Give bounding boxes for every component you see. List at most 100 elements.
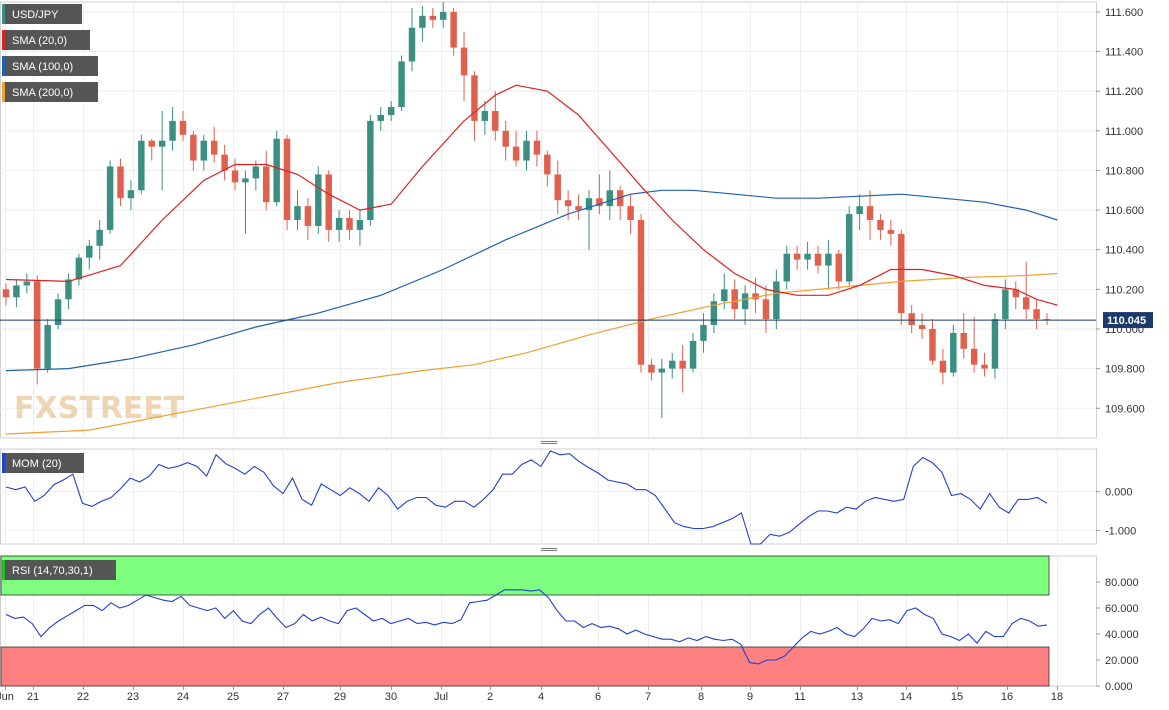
candle-body-49 — [512, 146, 520, 161]
x-tick-label-20: 16 — [1001, 691, 1013, 703]
candle-body-58 — [606, 190, 614, 207]
candle-body-47 — [492, 111, 499, 131]
panel-splitter-1-b — [541, 550, 557, 551]
candle-body-34 — [356, 220, 364, 230]
candle-body-37 — [387, 107, 395, 115]
candle-body-5 — [54, 299, 62, 326]
x-tick-label-16: 11 — [794, 691, 805, 703]
panel-splitter-1 — [541, 548, 557, 549]
candle-body-81 — [845, 214, 853, 282]
candle-body-70 — [731, 289, 738, 310]
candle-body-93 — [970, 348, 978, 365]
candle-body-65 — [679, 360, 686, 369]
candle-body-2 — [23, 281, 31, 286]
candle-body-14 — [148, 140, 155, 147]
candle-body-66 — [689, 340, 697, 369]
legend-swatch-2 — [2, 56, 5, 76]
rsi-legend-swatch — [2, 560, 5, 580]
candle-body-19 — [200, 140, 208, 161]
candle-body-90 — [939, 360, 947, 373]
legend-box-0 — [2, 4, 82, 24]
x-tick-label-1: 21 — [27, 691, 39, 703]
candle-body-6 — [65, 279, 72, 300]
price-y-tick-label-9: 109.800 — [1105, 364, 1145, 376]
candle-body-96 — [1002, 289, 1009, 320]
candle-body-57 — [596, 198, 603, 207]
candle-body-24 — [252, 166, 260, 179]
candle-body-35 — [367, 120, 374, 220]
candle-body-48 — [502, 130, 509, 147]
candle-body-91 — [950, 332, 957, 373]
candle-body-18 — [190, 134, 197, 161]
rsi-y-tick-label-2: 40.000 — [1105, 629, 1139, 641]
candle-body-64 — [669, 360, 676, 369]
candle-body-46 — [481, 111, 489, 121]
candle-body-80 — [835, 253, 843, 282]
mom-y-tick-label-1: -1.000 — [1105, 525, 1136, 537]
candle-body-55 — [575, 206, 582, 211]
candle-body-78 — [814, 253, 822, 266]
candle-body-42 — [439, 11, 447, 20]
price-panel — [0, 1, 1097, 439]
x-tick-label-21: 18 — [1051, 691, 1063, 703]
legend-label-3: SMA (200,0) — [12, 87, 73, 99]
candle-body-60 — [627, 206, 634, 220]
candle-body-8 — [86, 245, 93, 258]
x-tick-label-9: Jul — [434, 691, 448, 703]
candle-body-13 — [138, 140, 145, 191]
candle-body-82 — [856, 206, 863, 215]
price-y-tick-label-4: 110.800 — [1105, 165, 1144, 177]
mom-legend-swatch — [2, 453, 5, 473]
candle-body-61 — [637, 220, 645, 365]
legend-label-1: SMA (20,0) — [12, 35, 67, 47]
candle-body-41 — [429, 15, 437, 20]
legend-box-3 — [2, 82, 98, 102]
x-tick-label-3: 23 — [127, 691, 139, 703]
last-price-badge — [1103, 312, 1153, 329]
rsi-line — [5, 589, 1048, 665]
panel-splitter-0-b — [541, 443, 557, 444]
x-tick-label-2: 22 — [77, 691, 89, 703]
x-tick-label-0: Jun — [0, 691, 14, 703]
candle-body-33 — [346, 218, 353, 230]
rsi-y-tick-label-0: 80.000 — [1105, 577, 1139, 589]
candle-body-53 — [554, 174, 561, 201]
x-tick-label-7: 29 — [334, 691, 346, 703]
x-tick-label-17: 13 — [851, 691, 863, 703]
candle-body-9 — [96, 229, 103, 246]
x-tick-label-18: 14 — [900, 691, 912, 703]
candle-body-25 — [263, 166, 270, 203]
candle-body-0 — [2, 289, 10, 298]
candle-body-89 — [929, 329, 936, 361]
candle-body-15 — [158, 140, 166, 147]
candle-body-1 — [13, 285, 20, 298]
legend-swatch-0 — [2, 4, 5, 24]
candle-body-12 — [127, 190, 135, 199]
rsi-y-tick-label-3: 20.000 — [1105, 655, 1139, 667]
candle-body-62 — [648, 364, 655, 373]
candle-body-10 — [106, 166, 114, 230]
candle-body-20 — [210, 140, 218, 155]
candle-body-71 — [741, 293, 749, 310]
x-tick-label-13: 7 — [645, 691, 651, 703]
momentum-line — [5, 450, 1048, 545]
candle-body-29 — [304, 206, 312, 226]
x-tick-label-12: 6 — [595, 691, 601, 703]
candle-body-22 — [231, 170, 239, 183]
legend-label-0: USD/JPY — [12, 9, 59, 21]
rsi-legend-box — [2, 560, 116, 580]
x-tick-label-6: 27 — [277, 691, 289, 703]
last-price-label: 110.045 — [1107, 315, 1146, 327]
candle-body-36 — [377, 114, 384, 121]
price-y-tick-label-2: 111.200 — [1105, 86, 1143, 98]
candle-body-77 — [804, 253, 811, 260]
price-y-tick-label-0: 111.600 — [1105, 7, 1143, 19]
candle-body-74 — [773, 281, 780, 320]
legend-swatch-3 — [2, 82, 5, 102]
price-y-tick-label-1: 111.400 — [1105, 47, 1143, 59]
candle-body-68 — [710, 301, 718, 326]
candle-body-97 — [1012, 289, 1019, 298]
candle-body-73 — [762, 299, 770, 320]
price-y-tick-label-7: 110.200 — [1105, 284, 1144, 296]
legend-box-2 — [2, 56, 98, 76]
